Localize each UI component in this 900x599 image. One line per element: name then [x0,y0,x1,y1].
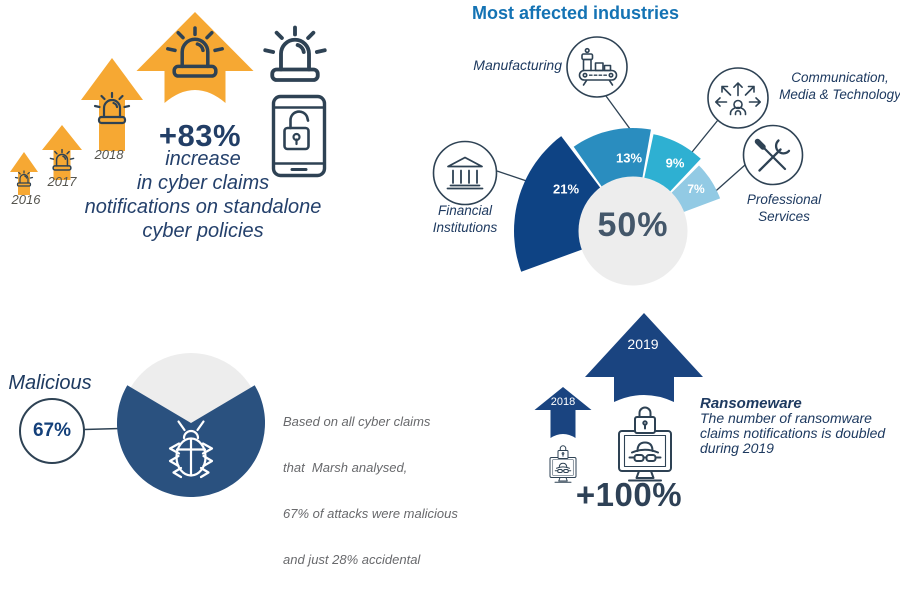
caption-line: The number of ransomware [700,410,872,426]
person-arrows-icon [715,82,761,116]
label-line: Professional [746,192,822,207]
ransomware-arrow-2019 [585,313,703,402]
bug-icon [168,420,214,479]
note-line: Based on all cyber claims [283,413,431,429]
ransomware-year-2019: 2019 [627,336,659,352]
manufacturing-badge [566,36,628,98]
siren-icons [14,25,327,187]
label-financial-institutions: Financial Institutions [413,203,517,236]
phone-unlocked-icon [271,94,327,178]
caption-line: during 2019 [700,440,774,456]
label-line: Institutions [432,219,498,235]
siren-icon [166,26,224,78]
infographic-canvas: 2016 2017 2018 +83% increase in cyber cl… [8,3,900,568]
label-line: Communication, [791,70,889,85]
siren-icon [49,148,75,171]
malicious-percent: 67% [32,420,72,441]
industries-center-circle [578,176,688,286]
ransomware-monitor-icon-large [618,406,672,482]
caption-line: cyber policies [142,220,264,242]
bank-icon [446,156,484,190]
siren-icon [93,91,131,125]
communication-badge [707,67,769,129]
stat-83-percent: +83% [158,118,242,153]
caption-line: increase [165,148,241,170]
malicious-label: Malicious [8,372,92,394]
ransomware-monitor-icon-small [549,445,577,483]
professional-services-badge [742,124,804,186]
wedge-label-communication: 9% [665,155,685,171]
year-label-2016: 2016 [11,192,41,207]
ransomware-caption: Ransomeware The number of ransomware cla… [700,396,900,456]
year-label-2017: 2017 [47,174,77,189]
label-professional-services: Professional Services [731,192,837,225]
infographic-graphics [10,12,804,497]
year-label-2018: 2018 [94,147,124,162]
malicious-chart [83,353,265,497]
cyber-claims-caption: increase in cyber claims notifications o… [28,147,378,243]
label-manufacturing: Manufacturing [473,57,562,73]
note-line: and just 28% accidental [283,552,421,568]
growth-arrow-2018 [81,58,143,151]
caption-line: notifications on standalone [84,196,322,218]
label-line: Financial [437,203,493,218]
conveyor-icon [578,47,618,86]
wedge-label-professional: 7% [687,182,705,196]
industries-center-label: 50% [597,206,669,244]
ransomware-growth-arrows [534,313,703,438]
stat-100-percent: +100% [575,476,683,513]
wedge-label-financial: 21% [552,181,580,197]
industries-title: Most affected industries [472,3,680,23]
financial-institutions-badge [432,140,498,206]
label-line: Media & Technology [779,86,900,102]
tools-icon [754,138,791,172]
label-line: Services [758,208,810,224]
siren-icon [263,25,327,82]
caption-line: in cyber claims [136,172,270,194]
unlocked-padlock-icon [283,110,310,151]
label-communication: Communication, Media & Technology [779,70,900,103]
siren-icon [14,170,34,187]
caption-line: claims notifications is doubled [700,425,886,441]
ransomware-monitor-icons [549,406,672,483]
note-line: that Marsh analysed, [283,460,408,476]
ransomware-title: Ransomeware [700,395,802,412]
malicious-percent-badge: 67% [19,398,85,464]
wedge-label-manufacturing: 13% [615,150,643,166]
ransomware-arrow-2018 [534,387,592,438]
ransomware-year-2018: 2018 [550,396,576,408]
growth-arrow-main [136,12,254,103]
malicious-note: Based on all cyber claims that Marsh ana… [283,383,458,599]
